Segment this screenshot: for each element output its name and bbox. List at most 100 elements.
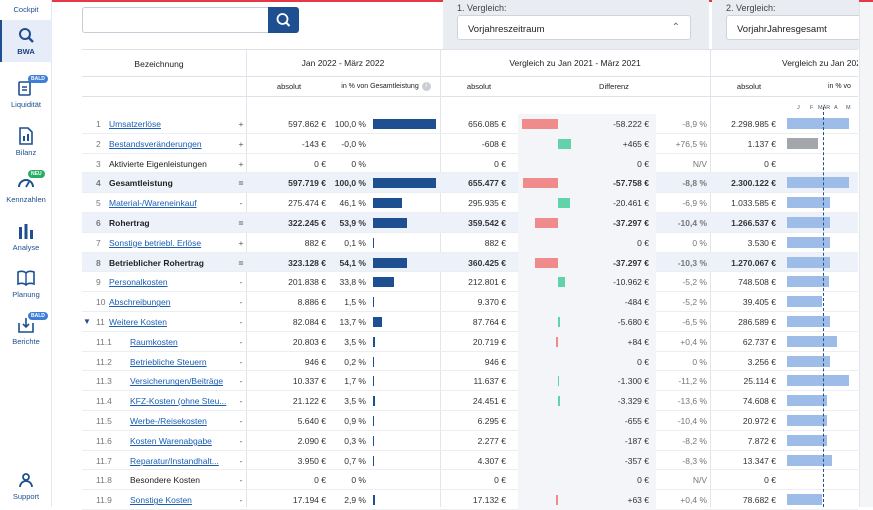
operator: - bbox=[239, 455, 243, 466]
support-icon bbox=[19, 473, 33, 488]
differenz-cell bbox=[518, 272, 656, 293]
expand-toggle-icon[interactable]: ▼ bbox=[83, 317, 91, 326]
value-absolut: 946 € bbox=[304, 356, 326, 367]
position-link[interactable]: Bestandsveränderungen bbox=[109, 138, 202, 149]
sidebar-item-berichte[interactable]: BALD Berichte bbox=[0, 310, 52, 352]
sidebar-item-liquiditaet[interactable]: BALD Liquidität bbox=[0, 73, 52, 115]
sidebar-badge: BALD bbox=[28, 75, 48, 83]
value-differenz: -58.222 € bbox=[613, 119, 649, 129]
value-absolut: 21.122 € bbox=[292, 396, 326, 407]
pct-bar bbox=[373, 336, 376, 347]
value-absolut-cmp2: 1.266.537 € bbox=[731, 218, 776, 228]
row-number: 3 bbox=[96, 158, 101, 169]
operator: - bbox=[239, 277, 243, 288]
position-link[interactable]: KFZ-Kosten (ohne Steu... bbox=[130, 396, 227, 407]
balance-sheet-icon bbox=[19, 127, 33, 145]
value-absolut-cmp2: 13.347 € bbox=[742, 455, 776, 466]
differenz-cell bbox=[518, 411, 656, 431]
value-absolut-cmp2: 62.737 € bbox=[742, 336, 776, 347]
search-button[interactable] bbox=[268, 7, 299, 33]
value-differenz-pct: +0,4 % bbox=[680, 495, 707, 506]
value-absolut: 882 € bbox=[304, 237, 326, 248]
pct-bar bbox=[373, 396, 376, 407]
position-link[interactable]: Kosten Warenabgabe bbox=[130, 435, 212, 446]
sidebar-item-label: Cockpit bbox=[13, 5, 39, 14]
row-number: 1 bbox=[96, 119, 101, 129]
differenz-bar-positive bbox=[558, 277, 565, 288]
trend-bar bbox=[787, 296, 823, 308]
sidebar-item-support[interactable]: Support bbox=[0, 465, 52, 507]
value-absolut-cmp1: 946 € bbox=[484, 356, 506, 367]
trend-bar bbox=[787, 217, 831, 228]
position-link[interactable]: Personalkosten bbox=[109, 277, 168, 288]
position-link[interactable]: Betriebliche Steuern bbox=[130, 356, 207, 367]
operator: - bbox=[239, 475, 243, 486]
value-pct: 2,9 % bbox=[344, 495, 366, 506]
value-absolut: 0 € bbox=[314, 475, 326, 486]
value-differenz-pct: 0 % bbox=[692, 356, 707, 367]
position-link[interactable]: Sonstige betriebl. Erlöse bbox=[109, 237, 202, 248]
value-pct: 53,9 % bbox=[339, 218, 366, 228]
sidebar-item-label: Planung bbox=[12, 290, 40, 299]
sidebar-item-kennzahlen[interactable]: NEU Kennzahlen bbox=[0, 168, 52, 210]
position-link[interactable]: Raumkosten bbox=[130, 336, 178, 347]
vertical-scrollbar[interactable] bbox=[859, 2, 873, 507]
operator: + bbox=[238, 237, 244, 248]
comparison-2-select[interactable]: VorjahrJahresgesamt bbox=[726, 15, 866, 40]
position-link[interactable]: Reparatur/Instandhalt... bbox=[130, 455, 219, 466]
position-link[interactable]: Sonstige Kosten bbox=[130, 495, 192, 506]
pct-bar bbox=[373, 495, 375, 506]
value-pct: 0,7 % bbox=[344, 455, 366, 466]
sidebar-item-bilanz[interactable]: Bilanz bbox=[0, 121, 52, 163]
differenz-cell bbox=[518, 232, 656, 253]
comparison-2-label: 2. Vergleich: bbox=[726, 3, 776, 13]
position-link[interactable]: Versicherungen/Beiträge bbox=[130, 376, 224, 387]
value-absolut: 597.719 € bbox=[288, 178, 326, 189]
info-icon[interactable]: i bbox=[421, 82, 431, 91]
differenz-cell bbox=[518, 351, 656, 372]
differenz-cell bbox=[518, 292, 656, 313]
differenz-bar-positive bbox=[558, 317, 561, 327]
value-absolut-cmp1: 882 € bbox=[484, 237, 506, 248]
position-link[interactable]: Weitere Kosten bbox=[109, 317, 167, 327]
trend-bar bbox=[787, 316, 831, 327]
search-field[interactable] bbox=[83, 8, 270, 32]
row-number: 7 bbox=[96, 237, 101, 248]
sidebar-item-planung[interactable]: Planung bbox=[0, 263, 52, 305]
trend-bar bbox=[787, 177, 849, 189]
column-divider bbox=[440, 49, 441, 507]
sidebar-item-label: Berichte bbox=[12, 337, 40, 346]
header-comparison-2: Vergleich zu Jan 2021 - Dez 2021 bbox=[782, 58, 858, 68]
value-differenz: -57.758 € bbox=[613, 178, 649, 189]
row-number: 11.6 bbox=[96, 435, 112, 446]
comparison-1-label: 1. Vergleich: bbox=[457, 3, 507, 13]
search-input[interactable] bbox=[82, 7, 270, 33]
comparison-1-select[interactable]: Vorjahreszeitraum ⌃ bbox=[457, 15, 691, 40]
row-number: 2 bbox=[96, 138, 101, 149]
value-absolut-cmp1: 212.801 € bbox=[468, 277, 506, 288]
sidebar-item-analyse[interactable]: Analyse bbox=[0, 216, 52, 258]
table-header-row-1: Bezeichnung Jan 2022 - März 2022 Verglei… bbox=[82, 49, 858, 77]
sidebar-item-cockpit[interactable]: Cockpit bbox=[0, 3, 52, 16]
value-differenz: -484 € bbox=[624, 297, 649, 308]
position-link[interactable]: Abschreibungen bbox=[109, 297, 171, 308]
value-differenz-pct: +0,4 % bbox=[680, 336, 707, 347]
operator: - bbox=[239, 336, 243, 347]
operator: + bbox=[238, 119, 244, 129]
sidebar-item-bwa[interactable]: BWA bbox=[0, 20, 52, 62]
value-differenz-pct: -8,8 % bbox=[682, 178, 707, 189]
value-differenz-pct: -6,5 % bbox=[682, 317, 707, 327]
position-link[interactable]: Material-/Wareneinkauf bbox=[109, 198, 197, 209]
value-absolut-cmp1: 295.935 € bbox=[468, 198, 506, 209]
operator: - bbox=[239, 317, 243, 327]
pct-bar bbox=[373, 435, 374, 446]
trend-bar bbox=[787, 434, 828, 446]
position-label: Aktivierte Eigenleistungen bbox=[109, 158, 207, 169]
pct-bar bbox=[373, 218, 407, 228]
differenz-cell bbox=[518, 193, 656, 214]
position-link[interactable]: Werbe-/Reisekosten bbox=[130, 416, 207, 426]
position-link[interactable]: Umsatzerlöse bbox=[109, 119, 161, 129]
value-absolut: -143 € bbox=[301, 138, 326, 149]
value-absolut: 201.838 € bbox=[288, 277, 326, 288]
value-absolut: 82.084 € bbox=[292, 317, 326, 327]
